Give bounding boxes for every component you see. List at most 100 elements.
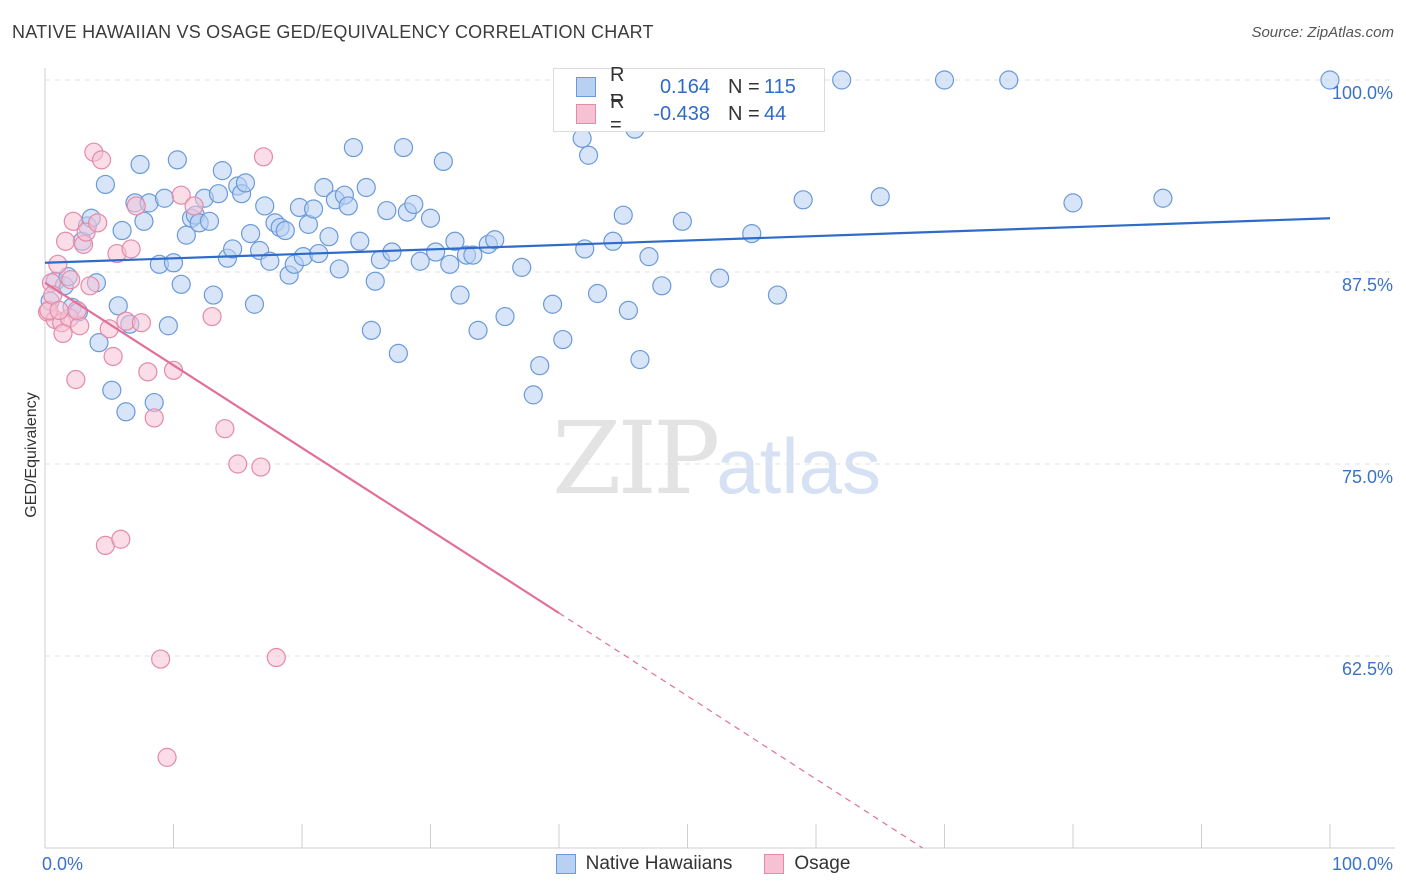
data-point-osage [215, 419, 235, 439]
data-point-native-hawaiians [450, 285, 470, 305]
data-point-native-hawaiians [542, 294, 563, 314]
data-point-native-hawaiians [154, 188, 175, 208]
data-point-osage [111, 529, 131, 549]
x-tick-label: 100.0% [1332, 854, 1393, 874]
axes [44, 68, 1395, 849]
data-point-osage [228, 454, 248, 474]
data-point-native-hawaiians [343, 137, 363, 158]
data-point-native-hawaiians [1063, 193, 1083, 213]
data-point-native-hawaiians [130, 154, 150, 175]
data-point-native-hawaiians [89, 333, 109, 353]
data-point-native-hawaiians [553, 329, 573, 350]
legend-label-osage: Osage [794, 853, 851, 874]
data-point-osage [55, 231, 76, 251]
data-point-native-hawaiians [767, 285, 788, 305]
data-point-native-hawaiians [244, 294, 265, 314]
data-point-osage [61, 270, 81, 290]
trend-line-osage-extrapolated [558, 612, 923, 849]
data-point-native-hawaiians [578, 145, 599, 165]
legend-r-value: -0.438 [653, 102, 710, 125]
data-point-osage [66, 369, 86, 390]
chart-title: NATIVE HAWAIIAN VS OSAGE GED/EQUIVALENCY… [12, 22, 654, 42]
trend-line-native-hawaiians [44, 217, 1331, 264]
data-point-native-hawaiians [388, 343, 408, 364]
y-tick-label: 87.5% [1342, 275, 1393, 295]
legend-n-label: N = [728, 102, 760, 125]
data-point-native-hawaiians [95, 174, 115, 195]
data-point-native-hawaiians [365, 271, 385, 291]
data-point-osage [253, 147, 274, 167]
data-point-osage [121, 239, 141, 259]
data-point-native-hawaiians [241, 224, 261, 244]
trend-lines [44, 217, 1331, 849]
data-point-native-hawaiians [319, 227, 339, 247]
x-tick-label: 0.0% [42, 854, 83, 874]
data-point-native-hawaiians [393, 137, 414, 158]
data-point-native-hawaiians [108, 296, 128, 316]
data-point-native-hawaiians [742, 224, 762, 244]
data-point-native-hawaiians [329, 259, 349, 279]
data-point-native-hawaiians [530, 356, 550, 376]
legend-n-label: N = [728, 75, 760, 98]
data-point-osage [266, 647, 286, 668]
data-point-native-hawaiians [356, 177, 376, 198]
legend-n-value: 115 [764, 75, 796, 98]
data-point-osage [202, 306, 222, 327]
data-point-native-hawaiians [999, 70, 1019, 90]
data-point-native-hawaiians [445, 231, 465, 251]
data-point-osage [251, 457, 271, 477]
data-point-native-hawaiians [495, 306, 515, 327]
data-point-osage [103, 346, 123, 367]
data-point-native-hawaiians [672, 211, 692, 231]
data-point-native-hawaiians [934, 70, 955, 90]
data-point-native-hawaiians [575, 239, 595, 259]
legend-swatch-blue [576, 77, 596, 97]
y-tick-label: 62.5% [1342, 659, 1393, 679]
watermark: ZIPatlas [552, 400, 881, 517]
data-point-native-hawaiians [440, 254, 460, 274]
data-point-native-hawaiians [613, 205, 633, 225]
data-point-native-hawaiians [314, 177, 334, 198]
data-point-native-hawaiians [171, 274, 191, 294]
data-point-native-hawaiians [208, 184, 229, 204]
legend-row-native-hawaiians: R = 0.164 N = 115 [576, 64, 796, 109]
data-point-native-hawaiians [410, 251, 430, 271]
data-point-native-hawaiians [512, 257, 532, 277]
data-point-native-hawaiians [603, 231, 623, 251]
data-point-native-hawaiians [163, 253, 184, 273]
legend-row-osage: R = -0.438 N = 44 [576, 91, 787, 136]
source-credit: Source: ZipAtlas.com [1251, 24, 1394, 41]
data-point-osage [88, 213, 108, 233]
data-point-osage [63, 211, 83, 231]
series-legend: Native Hawaiians Osage [0, 851, 1406, 877]
data-point-native-hawaiians [639, 247, 659, 267]
data-point-native-hawaiians [630, 349, 650, 370]
data-point-native-hawaiians [1153, 188, 1173, 208]
data-point-osage [126, 196, 146, 216]
data-point-native-hawaiians [350, 231, 370, 251]
data-point-native-hawaiians [426, 242, 446, 262]
legend-r-label: R = [610, 64, 625, 109]
data-point-native-hawaiians [112, 220, 132, 241]
data-point-osage [138, 362, 158, 382]
data-point-native-hawaiians [255, 196, 275, 216]
data-point-osage [171, 185, 191, 205]
series-osage [37, 142, 286, 767]
data-point-native-hawaiians [303, 199, 324, 219]
data-point-osage [144, 408, 164, 428]
data-point-native-hawaiians [235, 173, 256, 193]
data-point-native-hawaiians [293, 247, 313, 267]
data-point-native-hawaiians [468, 320, 488, 340]
data-point-native-hawaiians [870, 187, 890, 207]
data-point-native-hawaiians [832, 70, 852, 90]
data-point-osage [80, 276, 100, 296]
data-point-native-hawaiians [463, 245, 483, 265]
data-point-native-hawaiians [652, 276, 672, 296]
data-point-native-hawaiians [420, 208, 441, 228]
legend-n-value: 44 [764, 102, 787, 125]
data-point-native-hawaiians [710, 268, 730, 288]
legend-r-label: R = [610, 91, 625, 136]
data-point-osage [157, 747, 177, 767]
legend-r-value: 0.164 [659, 75, 710, 98]
